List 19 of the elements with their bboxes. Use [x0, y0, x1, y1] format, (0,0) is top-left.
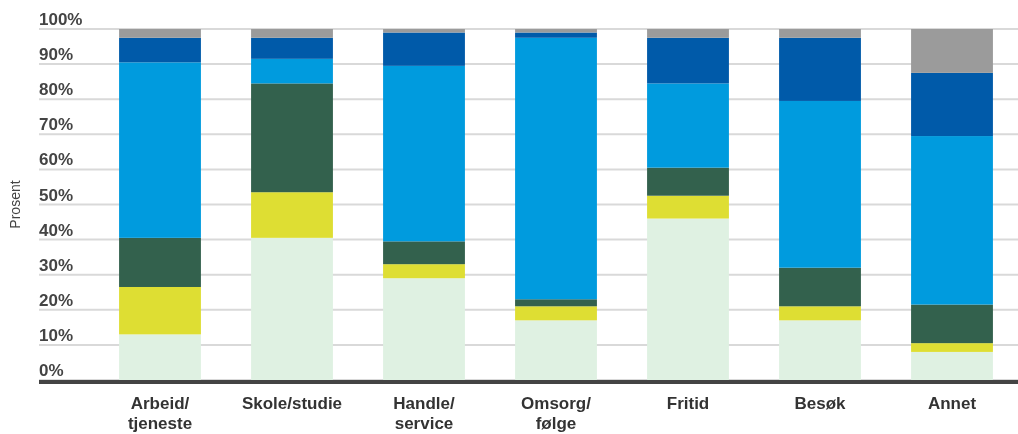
x-tick-label: Omsorg/ følge: [521, 394, 592, 433]
y-tick-label: 90%: [39, 45, 74, 65]
x-tick-label: Skole/studie: [241, 394, 343, 413]
x-tick-label: Arbeid/ tjeneste: [127, 394, 193, 433]
y-tick-label: 0%: [39, 361, 64, 380]
y-tick-label: 20%: [39, 290, 74, 310]
y-tick-label: 30%: [39, 255, 74, 275]
x-tick-label: Annet: [927, 394, 977, 413]
y-tick-label: 100%: [39, 10, 83, 29]
y-tick-label: 80%: [39, 80, 74, 100]
y-tick-label: 50%: [39, 185, 74, 205]
y-tick-label: 40%: [39, 220, 74, 240]
y-tick-label: 60%: [39, 150, 74, 170]
y-tick-label: 10%: [39, 325, 74, 345]
y-axis-title: Prosent: [7, 180, 23, 229]
x-tick-label: Fritid: [666, 394, 710, 413]
y-tick-label: 70%: [39, 115, 74, 135]
x-tick-label: Handle/ service: [393, 394, 455, 433]
x-tick-label: Besøk: [794, 394, 847, 413]
